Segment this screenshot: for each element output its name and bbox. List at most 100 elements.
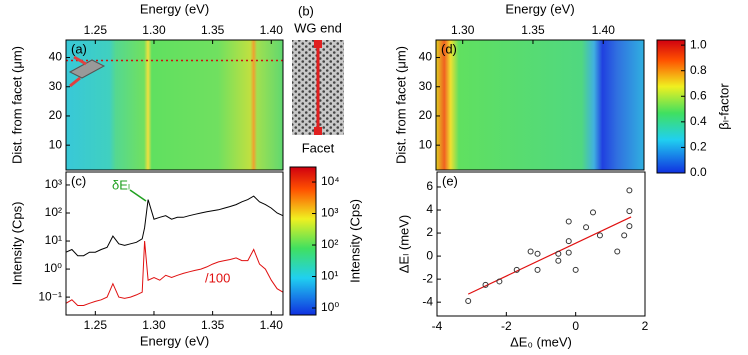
data-point [527,248,534,255]
data-point [534,250,541,257]
colorbar-tick-label: 10⁰ [321,300,339,314]
y-axis-label: Dist. from facet (μm) [393,46,408,164]
bottom-label: Facet [302,140,335,155]
y-tick-label: 20 [49,108,63,122]
colorbar-tick-label: 10⁴ [321,174,340,188]
x-tick-label: 1.40 [592,23,616,37]
panel-label: (a) [71,41,87,56]
data-point [583,224,590,231]
data-point [555,257,562,264]
y-tick-label: 4 [426,202,433,216]
plot-frame [65,39,284,171]
data-point [626,208,633,215]
spectrum-line [65,195,284,257]
data-point [555,250,562,257]
colorbar-tick-label: 0.0 [690,165,707,179]
x-axis-label: ΔE₀ (meV) [510,334,572,349]
data-point [596,232,603,239]
data-point [626,223,633,230]
y-tick-label: 20 [419,108,433,122]
x-tick-label: 1.35 [201,23,225,37]
panel-label: (c) [71,173,86,188]
x-tick-label: 1.25 [84,318,108,332]
data-point [572,266,579,273]
x-tick-label: 1.35 [201,318,225,332]
emission-arrow [69,76,81,88]
x-axis-label: Energy (eV) [140,333,209,348]
heatmap-image [436,40,644,170]
wg-end-marker [314,40,322,48]
data-point [614,248,621,255]
colorbar-tick-label: 0.2 [690,140,707,154]
x-tick-label: 1.40 [260,23,284,37]
data-point [565,249,572,256]
y-tick-label: 0 [426,248,433,262]
facet-marker [314,127,322,135]
panel-label: (e) [442,173,458,188]
y-axis-label: Dist. from facet (μm) [9,46,24,164]
y-axis-label: ΔEₗ (meV) [396,215,411,274]
heatmap-image [66,40,283,170]
y-tick-label: 30 [419,79,433,93]
x-tick-label: 1.30 [451,23,475,37]
colorbar-tick-label: 10² [321,237,338,251]
data-point [565,238,572,245]
laser-arrow [73,55,87,66]
fit-line [467,216,632,295]
spectrum-line [65,240,284,306]
data-point [513,266,520,273]
x-tick-label: 1.30 [142,23,166,37]
y-tick-label: 40 [49,50,63,64]
x-tick-label: 1.35 [521,23,545,37]
y-tick-label: -2 [422,271,433,285]
colorbar-label: βₗ-factor [716,83,731,130]
plot-frame [436,171,646,317]
y-tick-label: 2 [426,225,433,239]
colorbar-tick-label: 10³ [321,206,338,220]
panel-label: (b) [298,3,314,18]
y-tick-label: 30 [49,79,63,93]
colorbar-tick-label: 10¹ [321,269,338,283]
colorbar [656,39,686,174]
y-tick-label: 10⁰ [44,261,62,275]
colorbar-tick-label: 0.4 [690,114,707,128]
x-tick-label: 1.40 [260,318,284,332]
y-tick-label: 10³ [45,177,62,191]
top-label: WG end [294,20,342,35]
data-point [482,281,489,288]
x-tick-label: -4 [432,319,443,333]
colorbar-tick-label: 0.6 [690,88,707,102]
y-tick-label: 10⁻¹ [38,289,62,303]
y-tick-label: 10 [419,137,433,151]
colorbar [289,166,317,316]
y-tick-label: 10¹ [45,233,62,247]
colorbar-tick-label: 0.8 [690,63,707,77]
annotation: /100 [205,270,230,285]
y-tick-label: 10 [49,137,63,151]
x-tick-label: 1.25 [84,23,108,37]
x-axis-label: Energy (eV) [140,1,209,16]
y-tick-label: 10² [45,205,62,219]
data-point [465,298,472,305]
x-axis-label: Energy (eV) [505,1,574,16]
y-tick-label: -4 [422,294,433,308]
annotation: δEₗ [112,177,130,192]
plot-frame [435,39,645,171]
data-point [626,187,633,194]
plot-frame [65,171,284,316]
annotation-arrow [129,189,147,202]
data-point [496,278,503,285]
x-tick-label: 2 [642,319,649,333]
colorbar-label: Intensity (Cps) [347,199,362,283]
panel-label: (d) [441,41,457,56]
y-axis-label: Intensity (Cps) [9,202,24,286]
x-tick-label: -2 [501,319,512,333]
x-tick-label: 0 [572,319,579,333]
schematic: (b) WG end Facet [292,3,344,155]
data-point [534,266,541,273]
data-point [565,218,572,225]
colorbar-tick-label: 1.0 [690,37,707,51]
y-tick-label: 40 [419,50,433,64]
y-tick-label: 6 [426,179,433,193]
